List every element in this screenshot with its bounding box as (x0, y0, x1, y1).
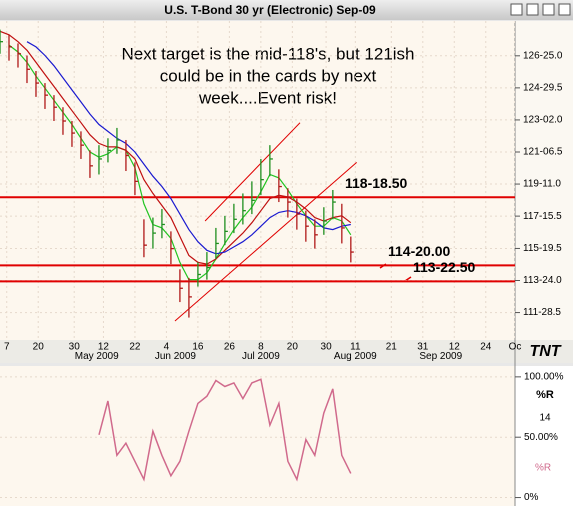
x-tick-label: 22 (129, 342, 141, 353)
axes: 126-25.0 124-29.5 123-02.0 121-06.5 119-11.0… (4, 50, 564, 503)
x-tick-label: 11 (350, 342, 361, 353)
moving-average (0, 30, 352, 265)
price-axis (515, 21, 573, 340)
y-tick-label: 115-19.5 (523, 243, 562, 254)
month-label: Jul 2009 (242, 351, 280, 362)
pane-title: %R (536, 389, 554, 401)
y-tick-label: 126-25.0 (523, 50, 563, 61)
trend-line (174, 162, 358, 322)
window-icons (510, 3, 571, 16)
annotation: Next target is the mid-118's, but 121ish (121, 44, 414, 63)
x-tick-label: 7 (4, 342, 10, 353)
month-label: Jun 2009 (155, 351, 197, 362)
level-label: 118-18.50 (345, 175, 407, 191)
indicator-plot (0, 376, 515, 499)
x-tick-label: 24 (480, 342, 492, 353)
y-tick-label: 117-15.5 (523, 211, 562, 222)
month-label: Sep 2009 (419, 351, 462, 362)
x-tick-label: 16 (192, 342, 204, 353)
x-tick-label: 12 (449, 342, 461, 353)
period: 14 (539, 413, 551, 424)
y-tick-label: 119-11.0 (523, 179, 561, 190)
y-tick-label: 0% (524, 492, 539, 503)
annotation: could be in the cards by next (160, 66, 377, 85)
title-bar (0, 0, 573, 20)
x-tick-label: 4 (164, 342, 170, 353)
indicator-pane (0, 366, 515, 506)
x-tick-label: Oc (509, 342, 522, 353)
x-tick-label: 21 (386, 342, 398, 353)
month-label: Aug 2009 (334, 351, 377, 362)
y-tick-label: 121-06.5 (523, 147, 563, 158)
x-tick-label: 20 (33, 342, 45, 353)
price-pane (0, 21, 515, 340)
month-label: May 2009 (75, 351, 119, 362)
legend-entry: %R (535, 463, 551, 474)
icon[interactable] (526, 3, 539, 16)
y-tick-label: 124-29.5 (523, 83, 563, 94)
y-tick-label: 50.00% (524, 432, 558, 443)
icon[interactable] (542, 3, 555, 16)
x-tick-label: 30 (321, 342, 333, 353)
moving-average (8, 44, 352, 281)
price-plot (0, 21, 515, 340)
y-tick-label: 111-28.5 (523, 307, 561, 318)
x-tick-label: 20 (287, 342, 299, 353)
y-tick-label: 100.00% (524, 372, 564, 383)
level-label: 114-20.00 (388, 243, 450, 259)
y-tick-label: 113-24.0 (523, 275, 562, 286)
x-tick-label: 31 (417, 342, 429, 353)
trend-line (204, 122, 301, 222)
indicator-axis (515, 366, 573, 506)
chart-title: U.S. T-Bond 30 yr (Electronic) Sep-09 (164, 3, 376, 17)
date-axis (0, 340, 573, 363)
icon[interactable] (510, 3, 523, 16)
indicator-line (98, 378, 352, 482)
x-tick-label: 8 (258, 342, 264, 353)
logo: TNT (529, 343, 561, 360)
x-tick-label: 26 (224, 342, 236, 353)
x-tick-label: 30 (69, 342, 81, 353)
icon[interactable] (558, 3, 571, 16)
annotation: week....Event risk! (198, 88, 337, 107)
y-tick-label: 123-02.0 (523, 115, 563, 126)
level-label: 113-22.50 (413, 259, 475, 275)
x-tick-label: 12 (98, 342, 110, 353)
